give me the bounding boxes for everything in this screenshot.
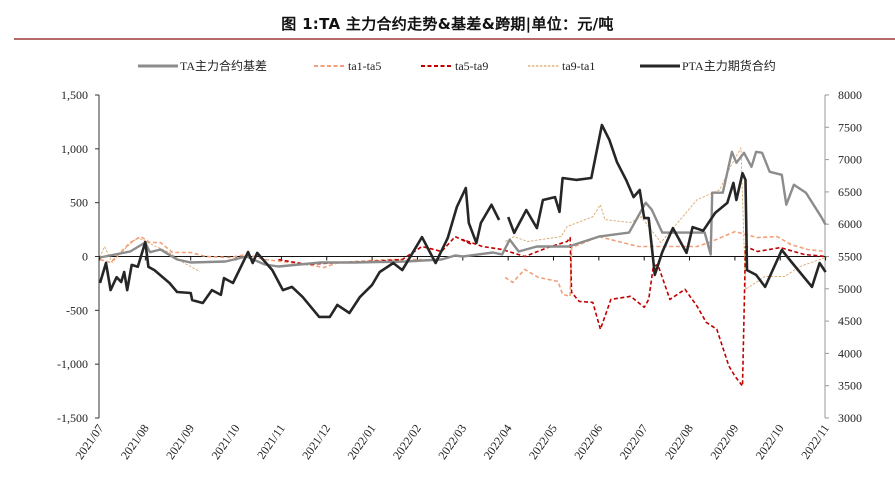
right-axis-tick-label: 3500 (838, 379, 862, 393)
right-axis-tick-label: 4000 (838, 346, 862, 360)
left-axis-tick-label: 0 (82, 250, 88, 264)
legend-label: PTA主力期货合约 (682, 58, 776, 73)
x-axis-tick-label: 2022/07 (617, 422, 651, 462)
legend-label: ta1-ta5 (348, 59, 381, 73)
x-axis-tick-label: 2022/02 (390, 422, 424, 462)
chart-title: 图 1:TA 主力合约走势&基差&跨期|单位：元/吨 (281, 15, 614, 33)
x-axis-tick-label: 2022/01 (345, 422, 379, 462)
x-axis-tick-label: 2022/05 (526, 422, 560, 462)
x-axis-tick-label: 2021/08 (118, 422, 152, 462)
legend-item: PTA主力期货合约 (640, 58, 776, 73)
left-axis-tick-label: -1,000 (57, 357, 88, 371)
right-axis-tick-label: 6500 (838, 185, 862, 199)
right-axis-tick-label: 5000 (838, 282, 862, 296)
right-axis-tick-label: 7500 (838, 120, 862, 134)
series-line-PTA主力期货合约 (98, 123, 827, 319)
left-axis-tick-label: -1,500 (57, 411, 88, 425)
x-axis-tick-label: 2022/09 (707, 422, 741, 462)
title-divider (14, 38, 895, 40)
series-line-TA主力合约基差 (99, 150, 827, 268)
x-axis-tick-label: 2021/10 (208, 422, 242, 462)
x-axis-tick-label: 2022/11 (798, 422, 832, 462)
left-axis-tick-label: -500 (66, 303, 88, 317)
x-axis-tick-label: 2022/06 (571, 422, 605, 462)
x-axis-tick-label: 2021/09 (163, 422, 197, 462)
series-line-ta5-ta9 (278, 235, 826, 387)
left-axis-tick-label: 1,000 (61, 142, 88, 156)
series-line-ta1-ta5 (99, 230, 826, 298)
legend-label: ta9-ta1 (562, 59, 595, 73)
x-axis-tick-label: 2022/03 (435, 422, 469, 462)
legend-item: ta1-ta5 (314, 59, 381, 73)
right-axis-tick-label: 5500 (838, 250, 862, 264)
x-axis-tick-label: 2021/11 (254, 422, 288, 462)
right-axis-tick-label: 8000 (838, 88, 862, 102)
legend-label: TA主力合约基差 (180, 58, 267, 73)
x-axis-tick-label: 2021/07 (72, 422, 106, 462)
legend-label: ta5-ta9 (455, 59, 488, 73)
legend-item: TA主力合约基差 (138, 58, 267, 73)
right-axis-tick-label: 4500 (838, 314, 862, 328)
right-axis-tick-label: 7000 (838, 153, 862, 167)
x-axis-tick-label: 2022/04 (481, 422, 515, 462)
legend-item: ta5-ta9 (421, 59, 488, 73)
legend-item: ta9-ta1 (528, 59, 595, 73)
series-line-ta9-ta1 (99, 147, 826, 290)
left-axis-tick-label: 1,500 (61, 88, 88, 102)
right-axis-tick-label: 6000 (838, 217, 862, 231)
x-axis-tick-label: 2022/10 (753, 422, 787, 462)
left-axis-tick-label: 500 (70, 196, 88, 210)
right-axis-tick-label: 3000 (838, 411, 862, 425)
x-axis-tick-label: 2022/08 (662, 422, 696, 462)
x-axis-tick-label: 2021/12 (299, 422, 333, 462)
